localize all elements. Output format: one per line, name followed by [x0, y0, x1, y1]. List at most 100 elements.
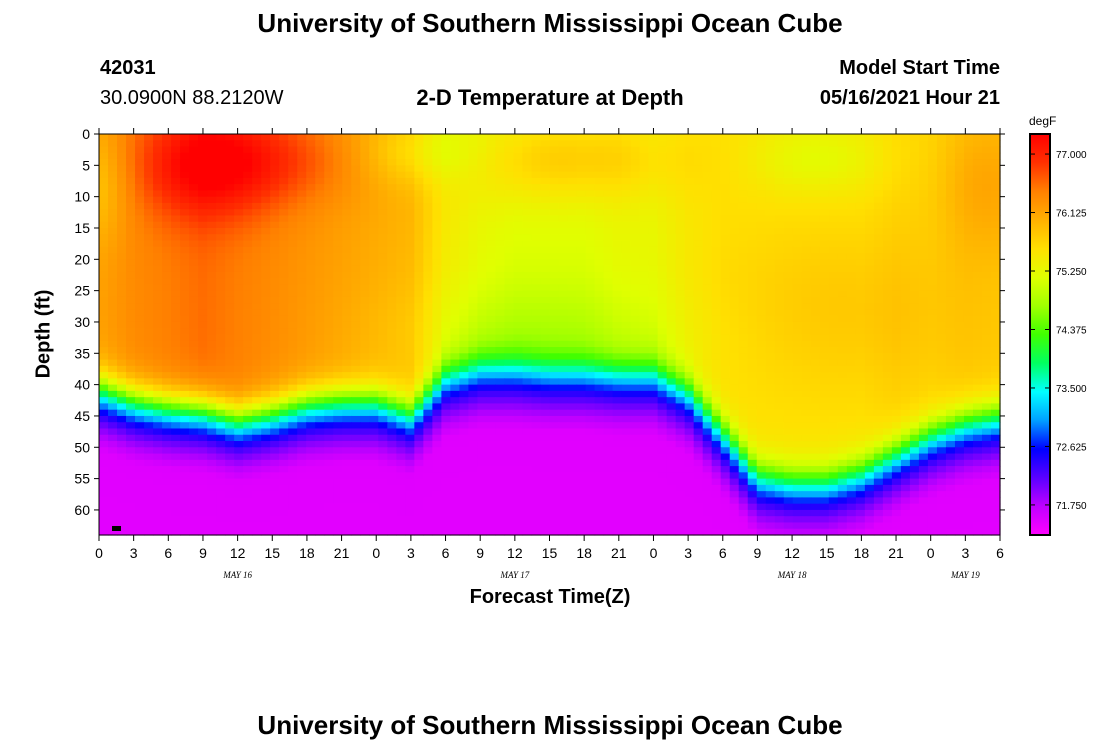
heatmap-cell [783, 415, 794, 423]
heatmap-cell [315, 259, 325, 267]
heatmap-cell [657, 409, 668, 417]
heatmap-cell [342, 390, 352, 398]
heatmap-cell [918, 240, 929, 248]
heatmap-cell [423, 441, 433, 448]
heatmap-cell [774, 397, 785, 405]
heatmap-cell [558, 309, 569, 317]
heatmap-cell [423, 428, 433, 436]
heatmap-cell [198, 265, 208, 273]
heatmap-cell [162, 296, 172, 304]
heatmap-cell [261, 184, 271, 191]
heatmap-cell [171, 296, 181, 304]
heatmap-cell [135, 303, 145, 311]
heatmap-cell [477, 271, 488, 279]
heatmap-cell [621, 403, 632, 411]
heatmap-cell [270, 146, 280, 154]
heatmap-cell [594, 428, 605, 436]
heatmap-cell [657, 171, 668, 179]
heatmap-cell [945, 397, 956, 405]
heatmap-cell [666, 246, 677, 254]
heatmap-cell [297, 290, 307, 298]
heatmap-cell [144, 309, 154, 317]
heatmap-cell [828, 403, 839, 411]
heatmap-cell [252, 328, 262, 336]
heatmap-cell [468, 409, 479, 417]
heatmap-cell [693, 259, 704, 267]
heatmap-cell [792, 246, 803, 254]
heatmap-cell [306, 227, 316, 235]
heatmap-cell [225, 378, 235, 386]
heatmap-cell [198, 384, 208, 392]
heatmap-cell [378, 390, 388, 398]
heatmap-cell [738, 372, 749, 379]
heatmap-cell [108, 209, 118, 217]
heatmap-cell [423, 240, 433, 248]
heatmap-cell [576, 303, 587, 311]
heatmap-cell [153, 177, 163, 185]
heatmap-cell [900, 190, 911, 198]
heatmap-cell [612, 278, 623, 285]
heatmap-cell [675, 384, 686, 392]
heatmap-cell [702, 315, 713, 323]
heatmap-cell [450, 321, 460, 329]
heatmap-cell [864, 422, 875, 430]
heatmap-cell [117, 271, 127, 279]
heatmap-cell [828, 278, 839, 285]
heatmap-cell [126, 321, 136, 329]
heatmap-cell [261, 372, 271, 379]
heatmap-cell [954, 184, 965, 191]
heatmap-cell [423, 184, 433, 191]
heatmap-cell [630, 340, 641, 348]
heatmap-cell [288, 209, 298, 217]
heatmap-cell [135, 397, 145, 405]
heatmap-cell [171, 165, 181, 173]
heatmap-cell [945, 353, 956, 361]
heatmap-cell [882, 159, 893, 166]
heatmap-cell [279, 290, 289, 298]
heatmap-cell [99, 284, 109, 292]
heatmap-cell [315, 159, 325, 166]
heatmap-cell [315, 202, 325, 210]
heatmap-cell [747, 165, 758, 173]
heatmap-cell [702, 359, 713, 367]
heatmap-cell [972, 428, 983, 436]
heatmap-cell [486, 428, 497, 436]
heatmap-cell [225, 246, 235, 254]
heatmap-cell [612, 409, 623, 417]
heatmap-cell [117, 215, 127, 223]
heatmap-cell [99, 390, 109, 398]
heatmap-cell [99, 177, 109, 185]
heatmap-cell [369, 221, 379, 229]
heatmap-cell [504, 328, 515, 336]
heatmap-cell [774, 284, 785, 292]
heatmap-cell [486, 415, 497, 423]
heatmap-cell [549, 347, 560, 354]
heatmap-cell [810, 140, 821, 148]
heatmap-cell [342, 227, 352, 235]
heatmap-cell [450, 441, 460, 448]
heatmap-cell [774, 134, 785, 141]
heatmap-cell [468, 415, 479, 423]
heatmap-cell [513, 284, 524, 292]
heatmap-cell [900, 290, 911, 298]
heatmap-cell [450, 240, 460, 248]
heatmap-cell [567, 278, 578, 285]
heatmap-cell [972, 234, 983, 242]
heatmap-cell [369, 152, 379, 160]
heatmap-cell [594, 246, 605, 254]
heatmap-cell [387, 328, 397, 336]
heatmap-cell [783, 434, 794, 442]
heatmap-cell [585, 334, 596, 342]
heatmap-cell [324, 315, 334, 323]
heatmap-cell [630, 202, 641, 210]
heatmap-cell [486, 271, 497, 279]
heatmap-cell [432, 227, 442, 235]
heatmap-cell [621, 415, 632, 423]
heatmap-cell [711, 384, 722, 392]
heatmap-cell [639, 409, 650, 417]
heatmap-cell [585, 159, 596, 166]
heatmap-cell [882, 397, 893, 405]
heatmap-cell [594, 321, 605, 329]
heatmap-cell [423, 140, 433, 148]
heatmap-cell [603, 271, 614, 279]
